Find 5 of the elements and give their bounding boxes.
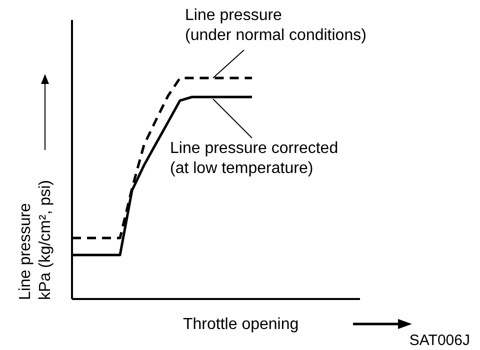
x-axis-title: Throttle opening xyxy=(183,316,299,333)
text: SAT006J xyxy=(409,332,470,349)
y-axis-title: Line pressure kPa (kg/cm², psi) xyxy=(17,180,54,300)
series-label: Line pressure corrected (at low temperature) xyxy=(170,140,338,177)
text: Line pressure (under normal conditions) xyxy=(185,7,366,44)
